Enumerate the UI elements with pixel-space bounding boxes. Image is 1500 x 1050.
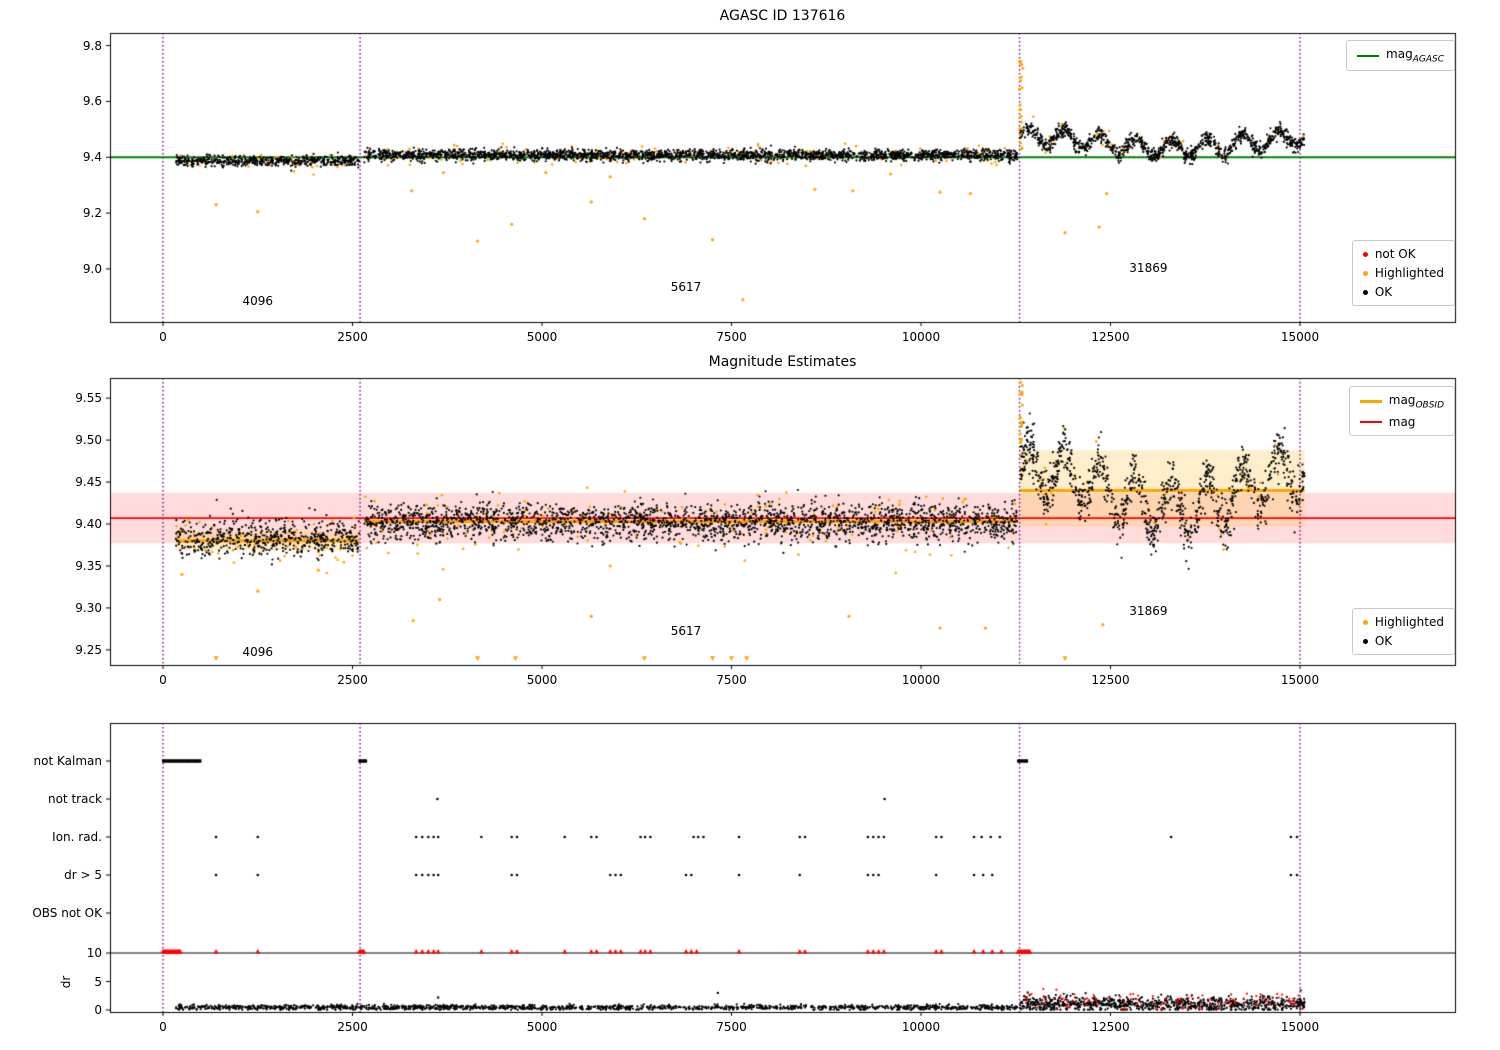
x-tick-label: 7500 [716,673,747,687]
x-tick-label: 10000 [901,673,941,687]
legend-item: mag [1359,415,1444,430]
y-tick-label: 9.35 [75,558,102,573]
y-tick-label: 9.4 [82,150,102,165]
category-label: dr > 5 [64,868,102,882]
x-tick-label: 12500 [1091,330,1130,344]
y-tick-label: 9.6 [82,94,102,109]
x-tick-label: 5000 [526,330,558,344]
highlighted-dot-swatch-icon [1362,270,1368,276]
plot-title-middle: Magnitude Estimates [708,354,857,370]
legend-item: not OK [1362,247,1444,261]
legend-mag-agasc: magAGASC [1346,40,1455,72]
x-tick-label: 15000 [1280,673,1320,687]
category-label: OBS not OK [32,906,102,920]
highlighted-dot-swatch-icon [1362,619,1368,625]
ok-dot-swatch-icon [1362,638,1368,644]
x-tick-label: 7500 [716,330,747,344]
legend-item: Highlighted [1362,615,1444,629]
annotation: 5617 [670,280,702,295]
dr-tick-label: 10 [86,946,102,960]
legend-item: OK [1362,285,1444,299]
x-tick-label: 0 [159,1020,167,1034]
mag_agasc-line-swatch-icon [1357,54,1380,57]
plot-title-top: AGASC ID 137616 [719,8,846,24]
mag_obsid-line-swatch-icon [1359,400,1382,404]
dr-tick-label: 0 [94,1003,102,1017]
x-tick-label: 0 [159,673,167,687]
legend-middle-markers: Highlighted OK [1351,608,1455,655]
category-label: not Kalman [33,754,102,768]
y-tick-label: 9.25 [75,642,102,657]
y-tick-label: 9.40 [75,517,102,532]
dr-axis-label: dr [59,975,73,988]
ok-dot-swatch-icon [1362,289,1368,295]
mag-line-swatch-icon [1359,421,1382,424]
x-tick-label: 15000 [1280,1020,1320,1034]
annotation: 5617 [670,624,702,639]
legend-label: OK [1374,634,1393,648]
y-tick-label: 9.0 [82,261,102,276]
legend-item: Highlighted [1362,266,1444,280]
annotation: 31869 [1129,604,1168,619]
x-tick-label: 10000 [901,330,941,344]
legend-item: magOBSID [1359,393,1444,411]
y-tick-label: 9.30 [75,600,102,615]
y-tick-label: 9.8 [82,38,102,53]
legend-label: mag [1388,415,1416,430]
x-tick-label: 2500 [337,330,368,344]
annotation: 4096 [242,294,274,309]
category-label: Ion. rad. [52,830,102,844]
dr-tick-label: 5 [94,974,102,989]
not_ok-dot-swatch-icon [1362,251,1368,257]
category-label: not track [47,792,102,806]
legend-mag-lines: magOBSID mag [1348,386,1455,437]
x-tick-label: 15000 [1280,330,1320,344]
legend-item: magAGASC [1357,47,1444,64]
annotation: 4096 [242,644,274,659]
legend-item: OK [1362,634,1444,648]
legend-label: Highlighted [1374,266,1444,280]
x-tick-label: 5000 [526,673,558,687]
legend-label: magAGASC [1386,47,1444,65]
y-tick-label: 9.2 [82,206,102,221]
x-tick-label: 2500 [337,1020,368,1034]
x-tick-label: 12500 [1091,1020,1130,1034]
x-tick-label: 7500 [716,1020,747,1034]
x-tick-label: 10000 [901,1020,941,1034]
legend-label: Highlighted [1374,615,1444,629]
x-tick-label: 12500 [1091,673,1130,687]
x-tick-label: 2500 [337,673,368,687]
annotation: 31869 [1129,260,1168,275]
legend-label: not OK [1374,247,1416,261]
legend-top-markers: not OK Highlighted OK [1351,240,1455,306]
y-tick-label: 9.45 [75,475,102,490]
legend-label: magOBSID [1388,393,1444,411]
x-tick-label: 0 [159,330,167,344]
x-tick-label: 5000 [526,1020,558,1034]
legend-label: OK [1374,285,1393,299]
y-tick-label: 9.50 [75,433,102,448]
y-tick-label: 9.55 [75,391,102,406]
